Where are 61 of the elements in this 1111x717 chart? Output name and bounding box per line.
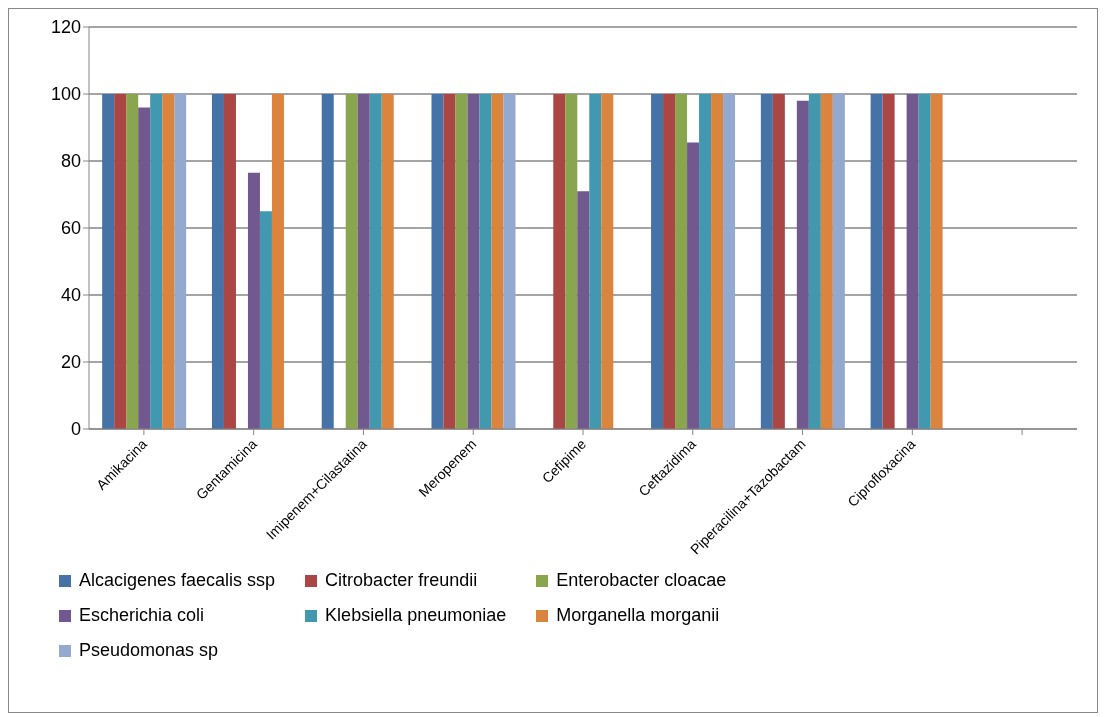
bar	[796, 100, 809, 429]
bar	[772, 94, 785, 429]
legend-label: Morganella morganii	[556, 605, 720, 626]
bar	[675, 94, 688, 429]
y-tick-label: 80	[60, 151, 81, 172]
bar	[553, 94, 566, 429]
bar	[431, 94, 444, 429]
legend-label: Pseudomonas sp	[79, 640, 219, 661]
bar	[832, 94, 845, 429]
legend-label: Escherichia coli	[79, 605, 205, 626]
bar	[870, 94, 883, 429]
bar	[381, 94, 394, 429]
bar	[651, 94, 664, 429]
bar	[211, 94, 224, 429]
bar	[321, 94, 334, 429]
y-tick-label: 120	[50, 17, 81, 38]
bar	[491, 94, 504, 429]
bar	[455, 94, 468, 429]
bar	[223, 94, 236, 429]
bar	[808, 94, 821, 429]
bar	[687, 142, 700, 429]
bar	[760, 94, 773, 429]
bar	[918, 94, 931, 429]
legend-label: Citrobacter freundii	[325, 570, 478, 591]
bar	[882, 94, 895, 429]
bar	[565, 94, 578, 429]
bar	[930, 94, 943, 429]
bar	[503, 94, 516, 429]
bar	[271, 94, 284, 429]
bar	[663, 94, 676, 429]
legend-label: Klebsiella pneumoniae	[325, 605, 507, 626]
bar	[723, 94, 736, 429]
legend-label: Enterobacter cloacae	[556, 570, 727, 591]
bar	[162, 94, 175, 429]
y-tick-label: 100	[50, 84, 81, 105]
bar	[467, 94, 480, 429]
bar	[699, 94, 712, 429]
y-tick-label: 60	[60, 218, 81, 239]
y-tick-label: 20	[60, 352, 81, 373]
bar	[126, 94, 139, 429]
bar	[102, 94, 115, 429]
legend-label: Alcacigenes faecalis ssp	[79, 570, 276, 591]
bar	[577, 191, 590, 429]
y-tick-label: 0	[70, 419, 81, 440]
bar	[820, 94, 833, 429]
bar	[174, 94, 187, 429]
bar	[114, 94, 127, 429]
bar	[443, 94, 456, 429]
y-tick-label: 40	[60, 285, 81, 306]
bar	[138, 107, 151, 429]
bar	[345, 94, 358, 429]
bar	[259, 211, 272, 429]
bar	[906, 94, 919, 429]
bar	[357, 94, 370, 429]
bar	[589, 94, 602, 429]
bar	[150, 94, 163, 429]
bar	[711, 94, 724, 429]
bar	[247, 172, 260, 429]
bar	[369, 94, 382, 429]
bar	[479, 94, 492, 429]
bar	[601, 94, 614, 429]
